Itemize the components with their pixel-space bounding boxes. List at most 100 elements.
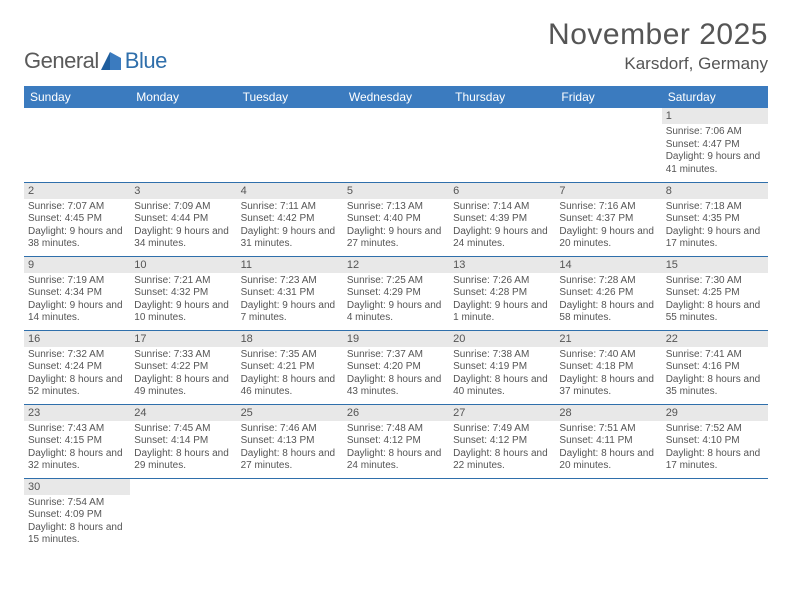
daylight-text: Daylight: 8 hours and 40 minutes. (453, 374, 551, 399)
day-details: Sunrise: 7:16 AMSunset: 4:37 PMDaylight:… (555, 199, 661, 255)
day-details: Sunrise: 7:09 AMSunset: 4:44 PMDaylight:… (130, 199, 236, 255)
sunrise-text: Sunrise: 7:45 AM (134, 423, 232, 436)
sunrise-text: Sunrise: 7:40 AM (559, 349, 657, 362)
daylight-text: Daylight: 9 hours and 38 minutes. (28, 226, 126, 251)
day-number: 30 (24, 479, 130, 495)
day-details: Sunrise: 7:18 AMSunset: 4:35 PMDaylight:… (662, 199, 768, 255)
daylight-text: Daylight: 9 hours and 31 minutes. (241, 226, 339, 251)
calendar-cell: 3Sunrise: 7:09 AMSunset: 4:44 PMDaylight… (130, 182, 236, 256)
calendar-cell: 29Sunrise: 7:52 AMSunset: 4:10 PMDayligh… (662, 404, 768, 478)
sunrise-text: Sunrise: 7:09 AM (134, 201, 232, 214)
sunset-text: Sunset: 4:21 PM (241, 361, 339, 374)
daylight-text: Daylight: 8 hours and 55 minutes. (666, 300, 764, 325)
calendar-cell: 20Sunrise: 7:38 AMSunset: 4:19 PMDayligh… (449, 330, 555, 404)
day-number: 20 (449, 331, 555, 347)
day-number: 9 (24, 257, 130, 273)
sunrise-text: Sunrise: 7:14 AM (453, 201, 551, 214)
sunrise-text: Sunrise: 7:23 AM (241, 275, 339, 288)
calendar-cell: 25Sunrise: 7:46 AMSunset: 4:13 PMDayligh… (237, 404, 343, 478)
sunset-text: Sunset: 4:20 PM (347, 361, 445, 374)
calendar-cell: 22Sunrise: 7:41 AMSunset: 4:16 PMDayligh… (662, 330, 768, 404)
daylight-text: Daylight: 8 hours and 43 minutes. (347, 374, 445, 399)
day-details: Sunrise: 7:48 AMSunset: 4:12 PMDaylight:… (343, 421, 449, 477)
sunrise-text: Sunrise: 7:26 AM (453, 275, 551, 288)
daylight-text: Daylight: 9 hours and 1 minute. (453, 300, 551, 325)
sunset-text: Sunset: 4:32 PM (134, 287, 232, 300)
sunset-text: Sunset: 4:40 PM (347, 213, 445, 226)
sunrise-text: Sunrise: 7:51 AM (559, 423, 657, 436)
sunrise-text: Sunrise: 7:18 AM (666, 201, 764, 214)
calendar-cell: 2Sunrise: 7:07 AMSunset: 4:45 PMDaylight… (24, 182, 130, 256)
calendar-cell (237, 478, 343, 552)
calendar-cell (343, 108, 449, 182)
sunset-text: Sunset: 4:37 PM (559, 213, 657, 226)
sunset-text: Sunset: 4:09 PM (28, 509, 126, 522)
day-number: 14 (555, 257, 661, 273)
calendar-row: 2Sunrise: 7:07 AMSunset: 4:45 PMDaylight… (24, 182, 768, 256)
sunset-text: Sunset: 4:19 PM (453, 361, 551, 374)
header: General Blue November 2025 Karsdorf, Ger… (24, 18, 768, 74)
sunrise-text: Sunrise: 7:06 AM (666, 126, 764, 139)
weekday-header: Thursday (449, 86, 555, 108)
day-details: Sunrise: 7:54 AMSunset: 4:09 PMDaylight:… (24, 495, 130, 551)
day-number: 21 (555, 331, 661, 347)
day-number: 10 (130, 257, 236, 273)
empty-cell (24, 108, 130, 124)
daylight-text: Daylight: 9 hours and 20 minutes. (559, 226, 657, 251)
calendar-cell (449, 478, 555, 552)
day-details: Sunrise: 7:11 AMSunset: 4:42 PMDaylight:… (237, 199, 343, 255)
day-details: Sunrise: 7:52 AMSunset: 4:10 PMDaylight:… (662, 421, 768, 477)
sunrise-text: Sunrise: 7:25 AM (347, 275, 445, 288)
calendar-cell (555, 108, 661, 182)
calendar-row: 30Sunrise: 7:54 AMSunset: 4:09 PMDayligh… (24, 478, 768, 552)
day-details: Sunrise: 7:06 AMSunset: 4:47 PMDaylight:… (662, 124, 768, 180)
day-number: 12 (343, 257, 449, 273)
day-number: 3 (130, 183, 236, 199)
sunset-text: Sunset: 4:14 PM (134, 435, 232, 448)
sunset-text: Sunset: 4:34 PM (28, 287, 126, 300)
calendar-cell (449, 108, 555, 182)
calendar-cell (130, 478, 236, 552)
day-number: 19 (343, 331, 449, 347)
logo-text-b: Blue (125, 48, 167, 74)
day-details: Sunrise: 7:23 AMSunset: 4:31 PMDaylight:… (237, 273, 343, 329)
sunset-text: Sunset: 4:26 PM (559, 287, 657, 300)
day-number: 25 (237, 405, 343, 421)
sunrise-text: Sunrise: 7:38 AM (453, 349, 551, 362)
sunrise-text: Sunrise: 7:41 AM (666, 349, 764, 362)
day-details: Sunrise: 7:40 AMSunset: 4:18 PMDaylight:… (555, 347, 661, 403)
day-number: 23 (24, 405, 130, 421)
day-details: Sunrise: 7:38 AMSunset: 4:19 PMDaylight:… (449, 347, 555, 403)
day-details: Sunrise: 7:30 AMSunset: 4:25 PMDaylight:… (662, 273, 768, 329)
weekday-header: Saturday (662, 86, 768, 108)
daylight-text: Daylight: 9 hours and 34 minutes. (134, 226, 232, 251)
calendar-cell: 26Sunrise: 7:48 AMSunset: 4:12 PMDayligh… (343, 404, 449, 478)
calendar-cell (237, 108, 343, 182)
calendar-row: 23Sunrise: 7:43 AMSunset: 4:15 PMDayligh… (24, 404, 768, 478)
sunrise-text: Sunrise: 7:46 AM (241, 423, 339, 436)
calendar-table: SundayMondayTuesdayWednesdayThursdayFrid… (24, 86, 768, 552)
sunrise-text: Sunrise: 7:37 AM (347, 349, 445, 362)
sunrise-text: Sunrise: 7:43 AM (28, 423, 126, 436)
sunset-text: Sunset: 4:39 PM (453, 213, 551, 226)
daylight-text: Daylight: 8 hours and 35 minutes. (666, 374, 764, 399)
daylight-text: Daylight: 9 hours and 4 minutes. (347, 300, 445, 325)
calendar-cell: 9Sunrise: 7:19 AMSunset: 4:34 PMDaylight… (24, 256, 130, 330)
empty-cell (555, 108, 661, 124)
calendar-cell: 28Sunrise: 7:51 AMSunset: 4:11 PMDayligh… (555, 404, 661, 478)
daylight-text: Daylight: 8 hours and 22 minutes. (453, 448, 551, 473)
daylight-text: Daylight: 9 hours and 17 minutes. (666, 226, 764, 251)
weekday-header: Tuesday (237, 86, 343, 108)
day-details: Sunrise: 7:32 AMSunset: 4:24 PMDaylight:… (24, 347, 130, 403)
daylight-text: Daylight: 8 hours and 32 minutes. (28, 448, 126, 473)
sunrise-text: Sunrise: 7:21 AM (134, 275, 232, 288)
calendar-row: 1Sunrise: 7:06 AMSunset: 4:47 PMDaylight… (24, 108, 768, 182)
day-details: Sunrise: 7:13 AMSunset: 4:40 PMDaylight:… (343, 199, 449, 255)
daylight-text: Daylight: 8 hours and 27 minutes. (241, 448, 339, 473)
location: Karsdorf, Germany (548, 54, 768, 74)
empty-cell (343, 108, 449, 124)
calendar-cell: 8Sunrise: 7:18 AMSunset: 4:35 PMDaylight… (662, 182, 768, 256)
sunset-text: Sunset: 4:24 PM (28, 361, 126, 374)
weekday-header: Monday (130, 86, 236, 108)
calendar-cell: 6Sunrise: 7:14 AMSunset: 4:39 PMDaylight… (449, 182, 555, 256)
